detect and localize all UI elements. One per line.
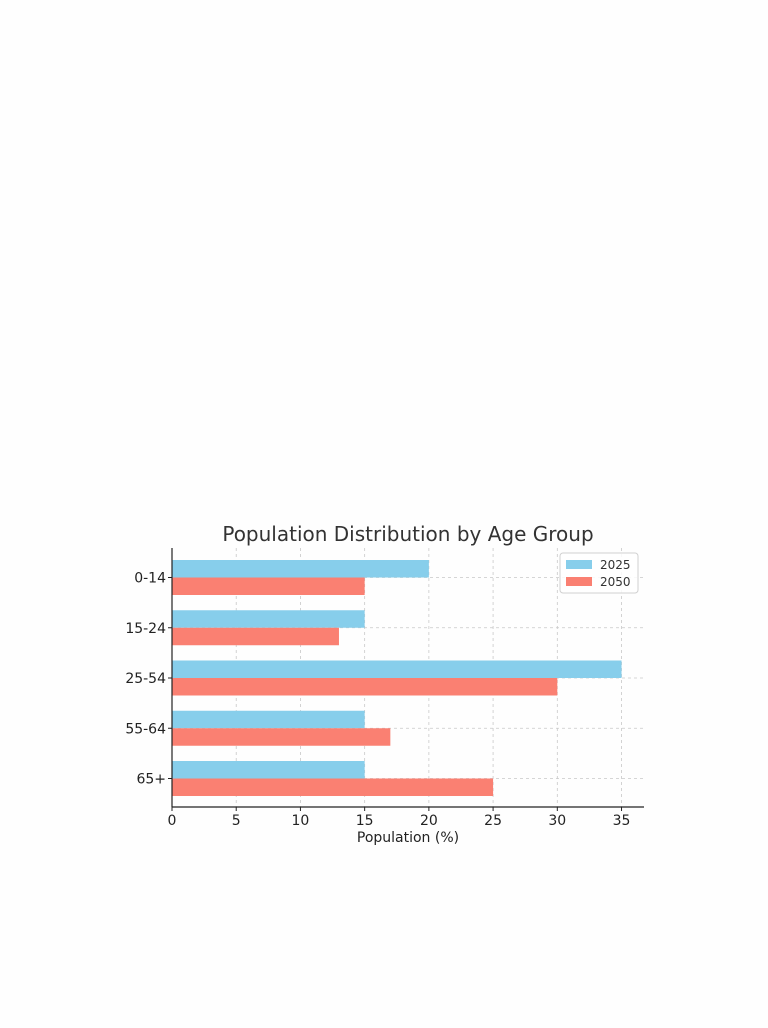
x-tick-label: 25 <box>484 813 502 829</box>
bar-2025-0-14 <box>172 560 429 578</box>
y-tick-label-25-54: 25-54 <box>125 671 166 687</box>
bars <box>172 560 622 796</box>
bar-2025-55-64 <box>172 710 365 729</box>
legend-label-2050: 2050 <box>600 575 631 589</box>
bar-2050-15-24 <box>172 627 339 646</box>
bar-2025-25-54 <box>172 660 622 678</box>
legend: 2025 2050 <box>559 552 639 594</box>
bar-2050-25-54 <box>172 678 558 696</box>
bar-2050-0-14 <box>172 577 365 595</box>
bar-2025-65+ <box>172 761 365 779</box>
legend-swatch-2050 <box>566 577 592 586</box>
x-tick-label: 35 <box>613 813 631 829</box>
y-tick-label-15-24: 15-24 <box>125 621 166 637</box>
x-axis-title: Population (%) <box>357 830 459 846</box>
y-tick-label-0-14: 0-14 <box>134 571 166 587</box>
legend-swatch-2025 <box>566 560 592 569</box>
bar-2025-15-24 <box>172 610 365 628</box>
x-tick-label: 30 <box>548 813 566 829</box>
x-tick-label: 10 <box>292 813 310 829</box>
y-tick-label-65+: 65+ <box>136 772 166 788</box>
bar-2050-65+ <box>172 778 494 796</box>
x-tick-label: 5 <box>232 813 241 829</box>
chart-title: Population Distribution by Age Group <box>222 522 593 546</box>
x-tick-label: 0 <box>168 813 177 829</box>
y-tick-label-55-64: 55-64 <box>125 721 166 737</box>
x-tick-label: 15 <box>356 813 374 829</box>
bar-2050-55-64 <box>172 728 391 746</box>
legend-label-2025: 2025 <box>600 558 631 572</box>
x-tick-label: 20 <box>420 813 438 829</box>
